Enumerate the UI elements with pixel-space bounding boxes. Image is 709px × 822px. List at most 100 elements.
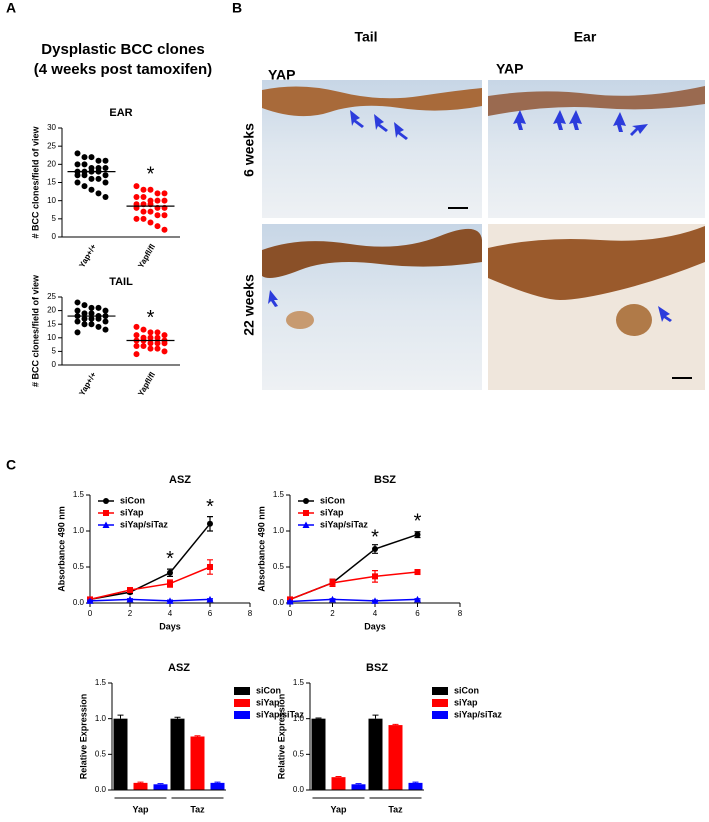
dot (133, 183, 140, 190)
dot (147, 208, 154, 215)
error-bar (157, 783, 164, 785)
legend-label: siYap (256, 697, 280, 707)
error-bar (194, 735, 201, 737)
dot (102, 318, 109, 325)
dot (133, 351, 140, 358)
legend-label: siCon (454, 685, 479, 695)
legend-label: siCon (256, 685, 281, 695)
series-line (289, 571, 418, 601)
bar (408, 782, 423, 790)
chart-title: EAR (109, 107, 132, 119)
marker (329, 595, 336, 603)
y-tick-label: 0.5 (73, 562, 85, 571)
dot (88, 321, 95, 328)
chart-title: BSZ (374, 474, 396, 486)
y-tick-label: 1.5 (293, 678, 305, 687)
marker (167, 580, 173, 587)
dot (95, 175, 102, 182)
series-line (89, 598, 211, 602)
y-tick-label: 0.0 (273, 598, 285, 607)
marker (206, 595, 214, 603)
dot (102, 157, 109, 164)
y-tick-label: 10 (47, 196, 56, 205)
dot (161, 212, 168, 219)
marker (102, 521, 110, 528)
row-label: 22 weeks (241, 274, 257, 336)
error-bar (315, 717, 322, 719)
dot (154, 345, 161, 352)
x-tick-label: Yap+/+ (77, 242, 98, 269)
dot (133, 323, 140, 330)
y-tick-label: 1.5 (73, 490, 85, 499)
x-tick-label: 0 (88, 609, 93, 618)
dot (74, 299, 81, 306)
marker (167, 569, 173, 576)
y-tick-label: 0.0 (293, 785, 305, 794)
y-tick-label: 1.0 (73, 526, 85, 535)
x-tick-label: Yapfl/fl (136, 243, 157, 270)
x-tick-label: 4 (168, 609, 173, 618)
legend-swatch (234, 687, 250, 695)
dot (102, 194, 109, 201)
dot (102, 164, 109, 171)
marker (86, 597, 94, 604)
error-bar (137, 781, 144, 783)
legend-swatch (432, 699, 448, 707)
dot (102, 172, 109, 179)
dot (133, 332, 140, 339)
dot (95, 304, 102, 311)
dot (161, 226, 168, 233)
arrows (268, 110, 672, 322)
y-tick-label: 25 (47, 141, 56, 150)
dot (154, 190, 161, 197)
x-tick-label: 4 (373, 609, 378, 618)
follicle (616, 304, 652, 336)
dot (154, 212, 161, 219)
dot (140, 186, 147, 193)
row-label: 6 weeks (241, 123, 257, 177)
error-bar (117, 714, 124, 719)
series-line (289, 533, 418, 601)
y-tick-label: 30 (47, 123, 56, 132)
y-tick-label: 0.0 (95, 785, 107, 794)
marker (207, 520, 213, 527)
bar (170, 718, 185, 790)
panel-label: C (6, 457, 16, 473)
dot (81, 172, 88, 179)
panel-title: (4 weeks post tamoxifen) (34, 61, 212, 78)
legend-label: siYap/siTaz (320, 519, 368, 529)
chart-title: ASZ (169, 474, 191, 486)
error-bar (174, 716, 181, 719)
bar (210, 782, 225, 790)
marker (302, 521, 310, 528)
dot (74, 150, 81, 157)
stain-label: YAP (496, 61, 524, 77)
dot (95, 190, 102, 197)
y-tick-label: 15 (47, 178, 56, 187)
dot (81, 315, 88, 322)
y-tick-label: 0.0 (73, 598, 85, 607)
annotation: * (147, 307, 155, 329)
annotation: * (166, 548, 174, 570)
dot (95, 315, 102, 322)
marker (303, 498, 309, 504)
dot (133, 194, 140, 201)
x-tick-label: Taz (388, 804, 403, 814)
legend-swatch (432, 711, 448, 719)
marker (126, 595, 134, 603)
x-axis-label: Days (364, 621, 386, 631)
legend-label: siYap/siTaz (256, 709, 304, 719)
marker (371, 597, 379, 604)
dot (88, 304, 95, 311)
x-tick-label: 8 (248, 609, 253, 618)
chart-title: ASZ (168, 662, 190, 674)
y-axis-label: Relative Expression (276, 694, 286, 780)
y-tick-label: 1.0 (273, 526, 285, 535)
dot (154, 223, 161, 230)
dot (95, 157, 102, 164)
y-tick-label: 5 (52, 347, 57, 356)
annotation: * (414, 511, 422, 533)
dot (102, 179, 109, 186)
x-tick-label: Yap (132, 804, 149, 814)
dot (74, 172, 81, 179)
